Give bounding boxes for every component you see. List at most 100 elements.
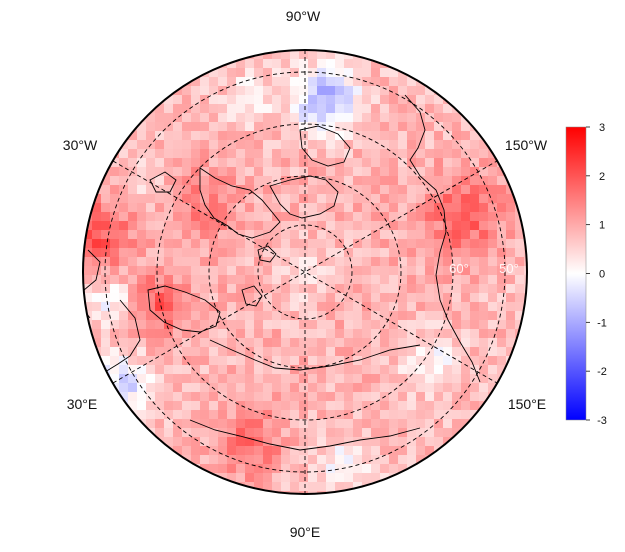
field-cell	[218, 266, 228, 276]
field-cell	[272, 437, 282, 447]
field-cell	[218, 383, 228, 393]
field-cell	[299, 248, 309, 258]
field-cell	[389, 212, 399, 222]
field-cell	[263, 167, 273, 177]
field-cell	[362, 401, 372, 411]
field-cell	[335, 149, 345, 159]
field-cell	[317, 446, 327, 456]
field-cell	[245, 374, 255, 384]
field-cell	[164, 437, 174, 447]
field-cell	[227, 212, 237, 222]
field-cell	[299, 221, 309, 231]
field-cell	[290, 50, 300, 60]
field-cell	[209, 374, 219, 384]
field-cell	[515, 284, 525, 294]
field-cell	[434, 266, 444, 276]
field-cell	[128, 140, 138, 150]
field-cell	[407, 347, 417, 357]
field-cell	[182, 338, 192, 348]
field-cell	[416, 68, 426, 78]
field-cell	[353, 293, 363, 303]
field-cell	[299, 320, 309, 330]
field-cell	[299, 140, 309, 150]
field-cell	[407, 293, 417, 303]
field-cell	[389, 167, 399, 177]
field-cell	[137, 284, 147, 294]
field-cell	[353, 401, 363, 411]
field-cell	[164, 248, 174, 258]
field-cell	[110, 203, 120, 213]
field-cell	[92, 365, 102, 375]
field-cell	[443, 338, 453, 348]
field-cell	[470, 239, 480, 249]
field-cell	[380, 401, 390, 411]
field-cell	[137, 428, 147, 438]
field-cell	[479, 158, 489, 168]
field-cell	[281, 446, 291, 456]
field-cell	[281, 149, 291, 159]
field-cell	[281, 419, 291, 429]
field-cell	[299, 239, 309, 249]
field-cell	[119, 248, 129, 258]
field-cell	[407, 239, 417, 249]
field-cell	[92, 329, 102, 339]
field-cell	[191, 194, 201, 204]
field-cell	[443, 374, 453, 384]
field-cell	[182, 257, 192, 267]
field-cell	[227, 59, 237, 69]
field-cell	[371, 221, 381, 231]
field-cell	[164, 383, 174, 393]
field-cell	[407, 230, 417, 240]
field-cell	[191, 383, 201, 393]
field-cell	[227, 356, 237, 366]
field-cell	[227, 455, 237, 465]
field-cell	[497, 176, 507, 186]
field-cell	[308, 293, 318, 303]
field-cell	[443, 167, 453, 177]
field-cell	[380, 257, 390, 267]
field-cell	[137, 320, 147, 330]
field-cell	[173, 293, 183, 303]
field-cell	[218, 293, 228, 303]
field-cell	[497, 338, 507, 348]
field-cell	[200, 257, 210, 267]
field-cell	[353, 167, 363, 177]
field-cell	[362, 374, 372, 384]
field-cell	[272, 410, 282, 420]
field-cell	[371, 365, 381, 375]
field-cell	[200, 392, 210, 402]
field-cell	[164, 131, 174, 141]
field-cell	[254, 77, 264, 87]
field-cell	[218, 446, 228, 456]
field-cell	[407, 185, 417, 195]
field-cell	[155, 428, 165, 438]
field-cell	[362, 239, 372, 249]
field-cell	[452, 239, 462, 249]
field-cell	[344, 401, 354, 411]
field-cell	[128, 365, 138, 375]
field-cell	[389, 176, 399, 186]
field-cell	[290, 293, 300, 303]
field-cell	[371, 113, 381, 123]
field-cell	[236, 437, 246, 447]
field-cell	[110, 257, 120, 267]
field-cell	[164, 401, 174, 411]
field-cell	[452, 338, 462, 348]
field-cell	[479, 275, 489, 285]
field-cell	[173, 122, 183, 132]
field-cell	[236, 446, 246, 456]
field-cell	[272, 311, 282, 321]
field-cell	[191, 95, 201, 105]
field-cell	[254, 113, 264, 123]
field-cell	[434, 410, 444, 420]
field-cell	[299, 347, 309, 357]
field-cell	[200, 104, 210, 114]
field-cell	[173, 140, 183, 150]
field-cell	[335, 401, 345, 411]
field-cell	[263, 149, 273, 159]
field-cell	[110, 230, 120, 240]
field-cell	[182, 383, 192, 393]
field-cell	[371, 149, 381, 159]
field-cell	[452, 140, 462, 150]
field-cell	[245, 266, 255, 276]
